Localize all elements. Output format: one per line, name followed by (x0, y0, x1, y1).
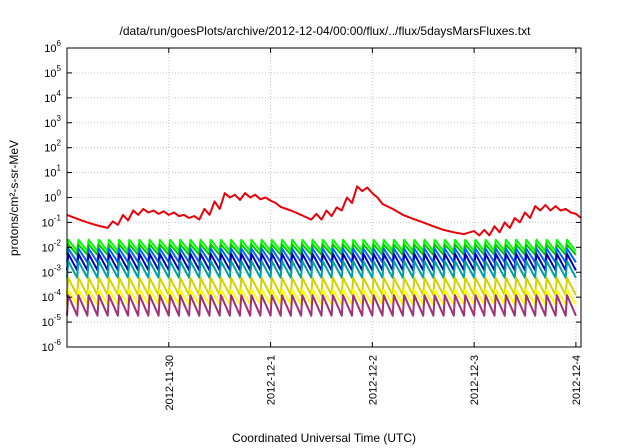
series-line-7 (66, 276, 577, 297)
y-tick-label: 10-2 (42, 238, 62, 254)
y-tick-label: 10-3 (42, 263, 62, 279)
y-axis: 10-6 10-5 10-4 10-3 10-2 10-1 100 101 102 103 104 1… (42, 39, 581, 354)
y-tick-label: 10-6 (42, 338, 62, 354)
x-tick-label: 2012-12-1 (266, 355, 278, 405)
y-tick-label: 10-4 (42, 288, 62, 304)
y-tick-label: 10-1 (42, 213, 62, 229)
series-line-1 (66, 185, 582, 237)
y-tick-label: 10-5 (42, 313, 62, 329)
series-line-9 (66, 294, 577, 317)
y-tick-label: 106 (44, 39, 61, 55)
y-tick-label: 102 (44, 139, 61, 155)
y-tick-label: 103 (44, 114, 61, 130)
y-axis-label: protons/cm²-s-sr-MeV (7, 140, 21, 256)
x-axis: 2012-11-30 2012-12-1 2012-12-2 2012-12-3 201… (164, 48, 583, 410)
y-tick-label: 105 (44, 64, 61, 80)
y-tick-label: 100 (44, 189, 61, 205)
chart-title: /data/run/goesPlots/archive/2012-12-04/0… (120, 24, 532, 38)
series-line-6 (66, 260, 577, 279)
series-group (66, 185, 582, 317)
x-tick-label: 2012-12-3 (469, 355, 481, 405)
y-tick-label: 101 (44, 164, 61, 180)
x-tick-label: 2012-12-2 (367, 355, 379, 405)
y-tick-label: 104 (44, 89, 61, 105)
x-tick-label: 2012-11-30 (164, 355, 176, 410)
x-tick-label: 2012-12-4 (571, 355, 583, 405)
x-axis-label: Coordinated Universal Time (UTC) (232, 431, 416, 445)
